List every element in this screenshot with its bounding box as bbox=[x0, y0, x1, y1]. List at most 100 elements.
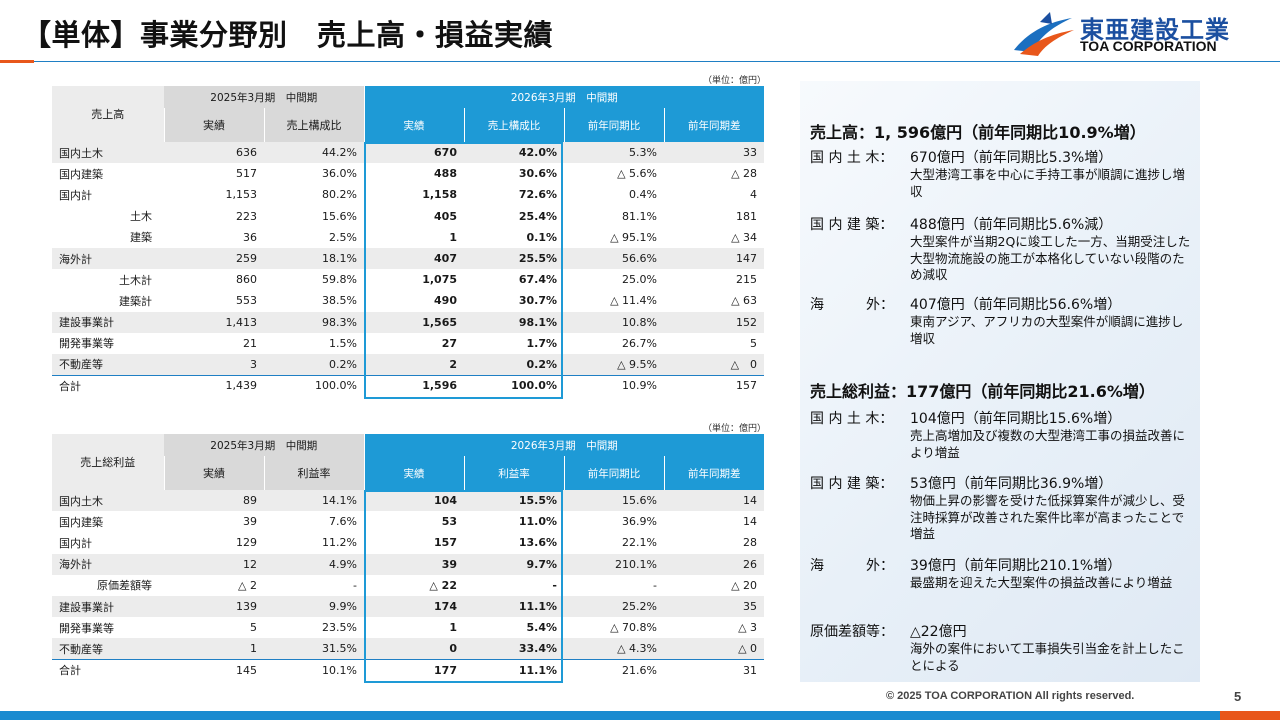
table-cell: △ 22 bbox=[429, 578, 457, 592]
page-number: 5 bbox=[1234, 689, 1242, 704]
table-cell: 10.9% bbox=[564, 374, 664, 397]
col-header: 利益率 bbox=[263, 456, 364, 490]
table-cell: 3 bbox=[164, 353, 264, 376]
table-cell: 81.1% bbox=[622, 209, 657, 223]
table-cell: 1,439 bbox=[164, 374, 264, 397]
table-cell: 33.4% bbox=[464, 638, 564, 660]
table-cell: 177 bbox=[364, 658, 464, 681]
item-label: 国 内 土 木： bbox=[810, 411, 894, 427]
table-cell: 35 bbox=[664, 595, 765, 618]
table-cell: 1.7% bbox=[526, 336, 557, 350]
table-cell: △ 0 bbox=[664, 353, 765, 376]
footer-bar-accent bbox=[1220, 711, 1280, 720]
table-row: 国内計 1,153 80.2% 1,158 72.6% 0.4% 4 bbox=[52, 184, 764, 205]
table-cell: 89 bbox=[164, 490, 264, 512]
table-cell: 636 bbox=[164, 142, 264, 164]
table-row: 合計 145 10.1% 177 11.1% 21.6% 31 bbox=[52, 658, 765, 681]
item-description: 大型案件が当期2Qに竣工した一方、当期受注した大型物流施設の施工が本格化していな… bbox=[910, 234, 1191, 282]
row-label: 原価差額等 bbox=[97, 579, 152, 593]
table-cell: 33 bbox=[664, 142, 765, 164]
table-cell: 30.7% bbox=[518, 294, 557, 308]
row-label: 不動産等 bbox=[52, 353, 164, 376]
item-label: 海 外： bbox=[810, 558, 894, 574]
table-cell: 21 bbox=[243, 336, 257, 350]
table-cell: 259 bbox=[164, 247, 264, 270]
table-row: 開発事業等 21 1.5% 27 1.7% 26.7% 5 bbox=[52, 333, 764, 354]
sales-period-curr: 2026年3月期 中間期 bbox=[363, 86, 765, 108]
table-cell: 11.0% bbox=[518, 515, 557, 529]
table-cell: 80.2% bbox=[322, 188, 357, 202]
row-label: 建築計 bbox=[119, 294, 152, 308]
row-label: 合計 bbox=[52, 374, 164, 397]
col-header: 実績 bbox=[363, 456, 464, 490]
table-cell: △ 95.1% bbox=[610, 230, 657, 244]
table-cell: 25.0% bbox=[622, 273, 657, 287]
sales-unit-label: （単位：億円） bbox=[703, 76, 767, 86]
table-row: 国内建築 517 36.0% 488 30.6% △ 5.6% △ 28 bbox=[52, 163, 764, 184]
profit-period-curr: 2026年3月期 中間期 bbox=[363, 434, 765, 456]
table-cell: 0.2% bbox=[264, 353, 364, 376]
table-cell: 405 bbox=[434, 209, 457, 223]
item-value: 407億円（前年同期比56.6%増） bbox=[910, 297, 1122, 313]
table-cell: 13.6% bbox=[518, 536, 557, 550]
row-label: 土木 bbox=[130, 210, 152, 224]
logo-wordmark-jp: 東亜建設工業 bbox=[1080, 16, 1230, 44]
table-cell: 11.2% bbox=[322, 536, 357, 550]
table-cell: 147 bbox=[664, 247, 765, 270]
table-cell: 223 bbox=[236, 209, 257, 223]
row-label: 海外計 bbox=[52, 247, 164, 270]
table-cell: 59.8% bbox=[322, 273, 357, 287]
table-cell: 1,565 bbox=[364, 311, 464, 333]
table-row: 不動産等 3 0.2% 2 0.2% △ 9.5% △ 0 bbox=[52, 353, 765, 376]
table-cell: 0.1% bbox=[526, 230, 557, 244]
table-cell: 490 bbox=[434, 294, 457, 308]
table-cell: 14 bbox=[664, 490, 765, 512]
col-header: 売上構成比 bbox=[263, 108, 364, 142]
table-cell: △ 9.5% bbox=[564, 353, 664, 376]
profit-overseas: 海 外： 39億円（前年同期比210.1%増） 最盛期を迎えた大型案件の損益改善に… bbox=[810, 555, 1195, 592]
profit-corner-label: 売上総利益 bbox=[52, 434, 164, 490]
table-row: 合計 1,439 100.0% 1,596 100.0% 10.9% 157 bbox=[52, 374, 765, 397]
table-cell: △ 63 bbox=[731, 294, 758, 308]
row-label: 国内建築 bbox=[59, 515, 103, 529]
col-header: 実績 bbox=[163, 456, 264, 490]
table-cell: 44.2% bbox=[264, 142, 364, 164]
table-row: 土木 223 15.6% 405 25.4% 81.1% 181 bbox=[52, 206, 764, 227]
item-description: 東南アジア、アフリカの大型案件が順調に進捗し増収 bbox=[910, 314, 1184, 346]
sales-table: 売上高 2025年3月期 中間期 2026年3月期 中間期 実績 売上構成比 実… bbox=[52, 86, 765, 397]
table-cell: 2 bbox=[364, 353, 464, 376]
table-cell: 18.1% bbox=[264, 247, 364, 270]
col-header: 前年同期比 bbox=[563, 108, 664, 142]
row-label: 国内計 bbox=[59, 188, 92, 202]
title-rule-accent bbox=[0, 60, 34, 63]
row-label: 建設事業計 bbox=[52, 595, 164, 618]
item-value: 53億円（前年同期比36.9%増） bbox=[910, 476, 1113, 492]
table-cell: 26 bbox=[664, 553, 765, 575]
table-cell: △ 20 bbox=[731, 578, 758, 592]
table-cell: △ 34 bbox=[731, 230, 758, 244]
item-description: 売上高増加及び複数の大型港湾工事の損益改善により増益 bbox=[910, 428, 1186, 460]
table-cell: 0.4% bbox=[629, 188, 657, 202]
table-cell: 174 bbox=[364, 595, 464, 618]
commentary-panel: 売上高：1, 596億円（前年同期比10.9%増） 国 内 土 木： 670億円（… bbox=[800, 81, 1200, 682]
row-label: 国内土木 bbox=[52, 490, 164, 512]
table-cell: 72.6% bbox=[518, 188, 557, 202]
table-row: 国内建築 39 7.6% 53 11.0% 36.9% 14 bbox=[52, 511, 764, 532]
table-cell: 1,075 bbox=[422, 273, 457, 287]
table-cell: 10.8% bbox=[564, 311, 664, 333]
table-row: 国内土木 89 14.1% 104 15.5% 15.6% 14 bbox=[52, 490, 765, 512]
item-label: 海 外： bbox=[810, 297, 894, 313]
table-cell: 553 bbox=[236, 294, 257, 308]
table-cell: 1 bbox=[449, 230, 457, 244]
table-row: 建築計 553 38.5% 490 30.7% △ 11.4% △ 63 bbox=[52, 290, 764, 311]
table-cell: 30.6% bbox=[518, 167, 557, 181]
table-cell: 26.7% bbox=[622, 336, 657, 350]
table-cell: 36 bbox=[243, 230, 257, 244]
item-label: 国 内 建 築： bbox=[810, 217, 894, 233]
table-cell: △ 3 bbox=[738, 621, 758, 635]
item-label: 国 内 土 木： bbox=[810, 150, 894, 166]
item-description: 海外の案件において工事損失引当金を計上したことによる bbox=[910, 641, 1185, 673]
table-cell: 100.0% bbox=[264, 374, 364, 397]
table-cell: 152 bbox=[664, 311, 765, 333]
item-description: 最盛期を迎えた大型案件の損益改善により増益 bbox=[910, 575, 1173, 590]
